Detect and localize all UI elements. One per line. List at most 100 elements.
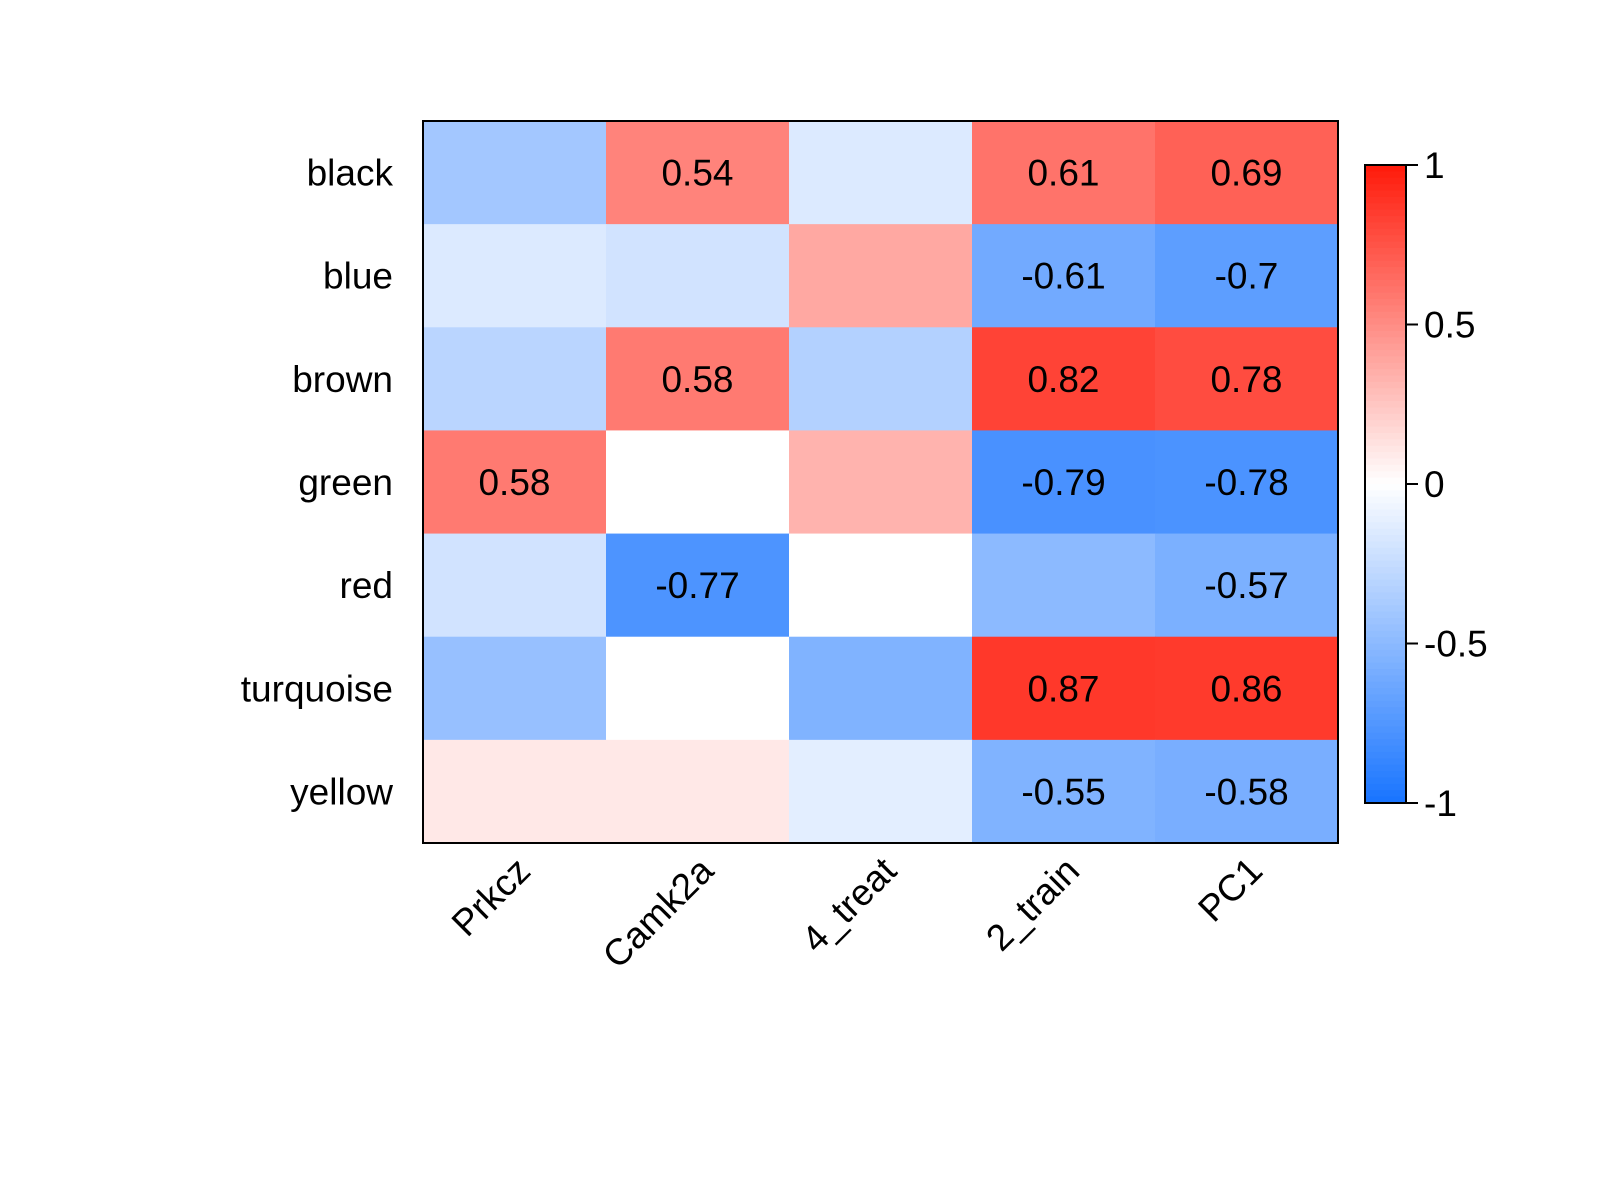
legend-color-step <box>1365 337 1406 345</box>
legend-color-step <box>1365 375 1406 383</box>
legend-color-step <box>1365 394 1406 402</box>
heatmap-cell <box>1155 224 1339 328</box>
heatmap-cell <box>606 430 790 535</box>
legend-color-step <box>1365 592 1406 600</box>
legend-color-step <box>1365 420 1406 428</box>
legend-color-step <box>1365 369 1406 377</box>
legend-color-step <box>1365 330 1406 338</box>
heatmap-cell <box>972 636 1156 741</box>
legend-color-step <box>1365 413 1406 421</box>
legend-color-step <box>1365 286 1406 294</box>
legend-color-step <box>1365 324 1406 332</box>
legend-tick-label: -1 <box>1424 783 1457 824</box>
color-legend: 1 0.5 0 -0.5 -1 <box>1364 145 1488 824</box>
cell-value-label: -0.61 <box>1021 256 1105 297</box>
heatmap-cell <box>606 636 790 741</box>
legend-color-step <box>1365 254 1406 262</box>
legend-color-step <box>1365 381 1406 389</box>
heatmap-cell <box>606 533 790 638</box>
heatmap-cell <box>789 430 973 535</box>
column-labels: Prkcz Camk2a 4_treat 2_train PC1 <box>444 849 1270 976</box>
legend-color-step <box>1365 407 1406 415</box>
legend-color-step <box>1365 624 1406 632</box>
legend-color-step <box>1365 247 1406 255</box>
row-label: black <box>307 153 394 194</box>
legend-color-step <box>1365 432 1406 440</box>
legend-color-step <box>1365 318 1406 326</box>
legend-color-step <box>1365 700 1406 708</box>
heatmap-cell <box>1155 636 1339 741</box>
legend-color-step <box>1365 783 1406 791</box>
legend-color-step <box>1365 235 1406 243</box>
legend-color-step <box>1365 771 1406 779</box>
legend-color-step <box>1365 535 1406 543</box>
cell-value-label: -0.78 <box>1204 462 1288 503</box>
column-label: Prkcz <box>444 850 538 944</box>
legend-color-step <box>1365 356 1406 364</box>
column-label: 4_treat <box>794 849 905 960</box>
row-labels: black blue brown green red turquoise yellow <box>241 153 394 813</box>
heatmap-cell <box>972 121 1156 225</box>
row-label: blue <box>323 256 393 297</box>
heatmap-cell <box>1155 739 1339 844</box>
legend-color-step <box>1365 171 1406 179</box>
cell-value-label: 0.61 <box>1027 153 1099 194</box>
heatmap-cells <box>423 121 1339 844</box>
legend-color-step <box>1365 528 1406 536</box>
heatmap-cell <box>972 224 1156 328</box>
legend-color-step <box>1365 190 1406 198</box>
legend-color-step <box>1365 669 1406 676</box>
heatmap-cell <box>423 430 607 535</box>
legend-color-step <box>1365 605 1406 613</box>
legend-tick-label: 0 <box>1424 464 1445 505</box>
heatmap-cell <box>423 636 607 741</box>
heatmap-cell <box>606 327 790 432</box>
legend-color-step <box>1365 796 1406 804</box>
legend-color-step <box>1365 241 1406 249</box>
heatmap-cell-labels: 0.54 0.61 0.69 -0.61 -0.7 0.58 0.82 0.78 0.58 -0.… <box>478 153 1288 813</box>
heatmap-cell <box>1155 430 1339 535</box>
heatmap-cell <box>972 430 1156 535</box>
heatmap-cell <box>1155 327 1339 432</box>
heatmap-cell <box>423 121 607 225</box>
legend-color-step <box>1365 554 1406 562</box>
legend-color-step <box>1365 745 1406 753</box>
row-label: yellow <box>290 771 393 812</box>
cell-value-label: 0.54 <box>661 153 733 194</box>
column-label: PC1 <box>1190 850 1270 930</box>
legend-color-step <box>1365 515 1406 523</box>
legend-tick-label: 1 <box>1424 145 1445 186</box>
legend-color-step <box>1365 637 1406 645</box>
legend-color-step <box>1365 732 1406 740</box>
heatmap-cell <box>789 327 973 432</box>
legend-color-step <box>1365 490 1406 498</box>
legend-color-step <box>1365 579 1406 587</box>
legend-tick-label: 0.5 <box>1424 305 1475 346</box>
legend-color-step <box>1365 452 1406 460</box>
legend-tick-label: -0.5 <box>1424 624 1488 665</box>
legend-color-step <box>1365 707 1406 715</box>
row-label: brown <box>292 359 393 400</box>
heatmap-cell <box>789 224 973 328</box>
legend-color-step <box>1365 260 1406 268</box>
legend-color-step <box>1365 560 1406 568</box>
legend-color-step <box>1365 566 1406 574</box>
cell-value-label: 0.78 <box>1210 359 1282 400</box>
legend-color-step <box>1365 292 1406 300</box>
column-label: 2_train <box>978 850 1087 959</box>
cell-value-label: -0.7 <box>1215 256 1279 297</box>
cell-value-label: 0.86 <box>1210 668 1282 709</box>
heatmap-cell <box>606 739 790 844</box>
legend-color-step <box>1365 694 1406 702</box>
cell-value-label: 0.58 <box>478 462 550 503</box>
row-label: red <box>340 565 393 606</box>
legend-color-step <box>1365 222 1406 230</box>
legend-color-step <box>1365 477 1406 485</box>
heatmap-cell <box>606 121 790 225</box>
legend-color-step <box>1365 216 1406 224</box>
legend-color-step <box>1365 471 1406 479</box>
legend-color-step <box>1365 751 1406 759</box>
plot-frame <box>422 120 1339 844</box>
legend-color-step <box>1365 343 1406 351</box>
heatmap-cell <box>423 327 607 432</box>
